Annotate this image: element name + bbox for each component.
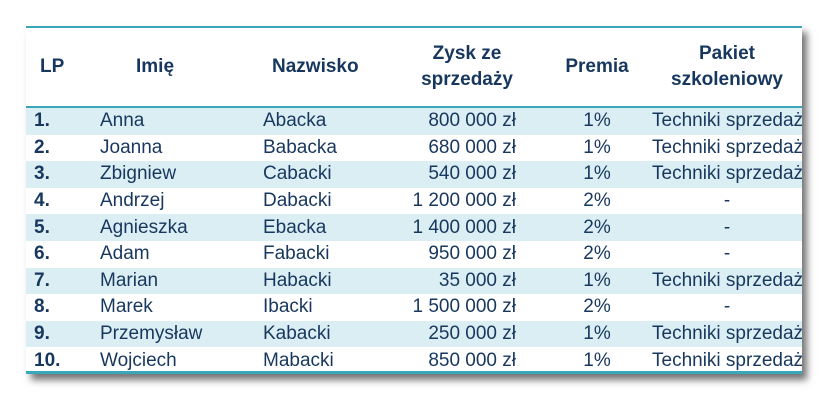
cell-pakiet: - (723, 243, 731, 265)
cell-zysk: 1 400 000 zł (392, 214, 542, 241)
cell-premia: 2% (542, 214, 652, 241)
cell-zysk: 1 200 000 zł (412, 190, 516, 212)
header-nazwisko: Nazwisko (260, 28, 392, 108)
table-row: 6. Adam Fabacki 950 000 zł 2% - (26, 241, 802, 268)
cell-imie: Anna (98, 107, 260, 135)
sales-table-sheet: LP Imię Nazwisko Zysk ze sprzedaży Premi… (26, 26, 802, 374)
cell-premia: 1% (583, 349, 611, 371)
cell-pakiet: Techniki sprzedaży (652, 107, 802, 135)
header-row: LP Imię Nazwisko Zysk ze sprzedaży Premi… (26, 28, 802, 108)
cell-premia: 2% (583, 296, 611, 318)
cell-premia: 1% (542, 320, 652, 348)
header-lp: LP (26, 28, 98, 108)
header-imie: Imię (98, 28, 260, 108)
cell-pakiet: - (652, 214, 802, 241)
cell-premia: 1% (542, 161, 652, 188)
cell-nazwisko: Ibacki (263, 296, 313, 318)
cell-zysk: 680 000 zł (428, 136, 516, 158)
cell-premia: 2% (583, 243, 611, 265)
header-pakiet: Pakiet szkoleniowy (652, 28, 802, 108)
table-row: 9. Przemysław Kabacki 250 000 zł 1% Tech… (26, 320, 802, 348)
cell-premia: 1% (542, 267, 652, 295)
cell-pakiet: Techniki sprzedaży (652, 161, 802, 188)
cell-pakiet: - (723, 190, 731, 212)
table-row: 10. Wojciech Mabacki 850 000 zł 1% Techn… (26, 347, 802, 374)
header-zysk: Zysk ze sprzedaży (392, 28, 542, 108)
cell-pakiet: Techniki sprzedaży (652, 267, 802, 295)
cell-lp: 2. (34, 136, 50, 158)
cell-lp: 3. (26, 161, 98, 188)
cell-pakiet: Techniki sprzedaży (652, 136, 802, 158)
cell-zysk: 540 000 zł (392, 161, 542, 188)
cell-premia: 2% (583, 190, 611, 212)
cell-nazwisko: Mabacki (263, 349, 334, 371)
cell-nazwisko: Habacki (260, 267, 392, 295)
cell-zysk: 35 000 zł (392, 267, 542, 295)
cell-lp: 8. (34, 296, 50, 318)
cell-imie: Adam (100, 243, 150, 265)
cell-lp: 6. (34, 243, 50, 265)
cell-imie: Przemysław (98, 320, 260, 348)
table-row: 4. Andrzej Dabacki 1 200 000 zł 2% - (26, 188, 802, 215)
cell-imie: Agnieszka (98, 214, 260, 241)
cell-lp: 5. (26, 214, 98, 241)
table-body: 1. Anna Abacka 800 000 zł 1% Techniki sp… (26, 107, 802, 374)
header-zysk-line1: Zysk ze (432, 43, 502, 64)
cell-imie: Zbigniew (98, 161, 260, 188)
cell-lp: 10. (34, 349, 61, 371)
cell-imie: Andrzej (100, 190, 165, 212)
cell-premia: 1% (542, 107, 652, 135)
cell-imie: Joanna (100, 136, 163, 158)
cell-zysk: 800 000 zł (392, 107, 542, 135)
cell-nazwisko: Abacka (260, 107, 392, 135)
cell-nazwisko: Cabacki (260, 161, 392, 188)
cell-lp: 4. (34, 190, 50, 212)
cell-nazwisko: Kabacki (260, 320, 392, 348)
cell-nazwisko: Ebacka (260, 214, 392, 241)
cell-nazwisko: Fabacki (263, 243, 330, 265)
table-row: 7. Marian Habacki 35 000 zł 1% Techniki … (26, 267, 802, 295)
cell-nazwisko: Dabacki (263, 190, 332, 212)
table-row: 3. Zbigniew Cabacki 540 000 zł 1% Techni… (26, 161, 802, 188)
cell-lp: 9. (26, 320, 98, 348)
cell-pakiet: - (723, 296, 731, 318)
cell-zysk: 950 000 zł (428, 243, 516, 265)
cell-zysk: 1 500 000 zł (412, 296, 516, 318)
cell-zysk: 850 000 zł (428, 349, 516, 371)
cell-imie: Wojciech (100, 349, 177, 371)
cell-imie: Marek (100, 296, 153, 318)
sales-table: LP Imię Nazwisko Zysk ze sprzedaży Premi… (26, 28, 802, 374)
table-row: 8. Marek Ibacki 1 500 000 zł 2% - (26, 294, 802, 321)
table-row: 2. Joanna Babacka 680 000 zł 1% Techniki… (26, 135, 802, 162)
header-premia: Premia (542, 28, 652, 108)
cell-premia: 1% (583, 136, 611, 158)
cell-lp: 1. (26, 107, 98, 135)
cell-lp: 7. (26, 267, 98, 295)
cell-zysk: 250 000 zł (392, 320, 542, 348)
table-row: 5. Agnieszka Ebacka 1 400 000 zł 2% - (26, 214, 802, 241)
table-header: LP Imię Nazwisko Zysk ze sprzedaży Premi… (26, 28, 802, 108)
table-row: 1. Anna Abacka 800 000 zł 1% Techniki sp… (26, 107, 802, 135)
cell-imie: Marian (98, 267, 260, 295)
header-zysk-line2: sprzedaży (421, 69, 513, 90)
cell-pakiet: Techniki sprzedaży (652, 320, 802, 348)
cell-pakiet: Techniki sprzedaży (652, 349, 802, 371)
cell-nazwisko: Babacka (263, 136, 337, 158)
